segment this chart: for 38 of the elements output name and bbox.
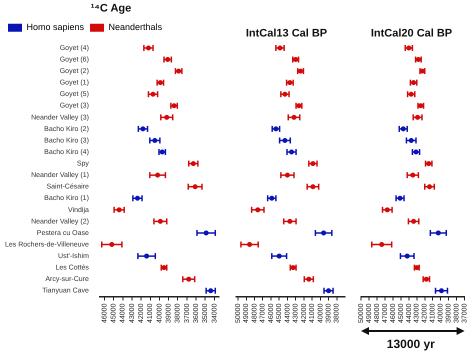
point (204, 230, 209, 236)
point (427, 184, 432, 190)
point (411, 218, 416, 224)
chart-title: IntCal13 Cal BP (246, 28, 328, 40)
point (404, 254, 410, 259)
point (109, 242, 114, 248)
legend-label: Neanderthals (108, 22, 163, 32)
point (164, 114, 170, 120)
point (155, 172, 160, 178)
point (436, 230, 441, 236)
point (379, 242, 384, 248)
text: 13000 yr (386, 337, 435, 351)
point (140, 126, 146, 132)
point (287, 218, 292, 224)
chart-title: IntCal20 Cal BP (370, 28, 452, 40)
point (146, 45, 151, 50)
point (291, 114, 296, 120)
point (410, 172, 416, 178)
point (192, 184, 198, 190)
point (158, 218, 163, 224)
point (144, 254, 150, 259)
point (255, 207, 260, 212)
point (134, 196, 140, 201)
point (282, 138, 288, 143)
point (116, 207, 122, 212)
point (247, 242, 252, 248)
point (321, 230, 326, 236)
point (284, 172, 290, 178)
point (152, 138, 158, 143)
chart-title: ¹⁴C Age (90, 2, 132, 15)
point (408, 138, 414, 143)
point (150, 92, 156, 97)
point (310, 184, 316, 190)
point (186, 276, 192, 282)
point (276, 254, 282, 259)
point (438, 288, 444, 294)
legend-label: Homo sapiens (26, 22, 85, 32)
point (384, 207, 390, 212)
